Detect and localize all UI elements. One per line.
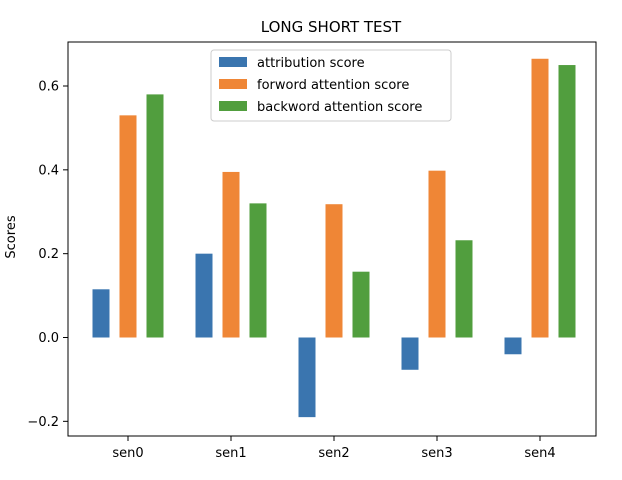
y-tick-label: 0.4 — [38, 163, 59, 178]
bar-3-sen3 — [455, 240, 473, 338]
chart-title: LONG SHORT TEST — [261, 18, 402, 36]
bar-3-sen0 — [146, 94, 164, 338]
y-tick-label: 0.6 — [38, 80, 59, 95]
bar-2-sen3 — [428, 170, 446, 338]
bar-1-sen2 — [298, 337, 316, 418]
bar-3-sen1 — [249, 203, 267, 338]
legend-swatch-1 — [219, 57, 247, 67]
legend-label-3: backword attention score — [257, 100, 422, 115]
y-tick-label: −0.2 — [27, 415, 59, 430]
y-axis-label: Scores — [4, 215, 19, 258]
bar-1-sen4 — [504, 337, 522, 355]
bar-2-sen2 — [325, 204, 343, 338]
y-tick-label: 0.0 — [38, 331, 59, 346]
bar-1-sen0 — [92, 289, 110, 338]
bar-2-sen1 — [222, 171, 240, 338]
bar-2-sen4 — [531, 58, 549, 338]
bar-1-sen1 — [195, 253, 213, 338]
legend-frame — [210, 49, 452, 122]
y-tick-label: 0.2 — [38, 247, 59, 262]
bar-2-sen0 — [119, 115, 137, 338]
x-tick-label: sen4 — [524, 446, 555, 461]
bar-3-sen2 — [352, 271, 370, 338]
legend-swatch-3 — [219, 101, 247, 111]
x-tick-label: sen3 — [421, 446, 452, 461]
legend-swatch-2 — [219, 79, 247, 89]
legend: attribution score forword attention score… — [210, 49, 452, 122]
x-tick-label: sen2 — [318, 446, 349, 461]
bar-1-sen3 — [401, 337, 419, 370]
bar-3-sen4 — [558, 65, 576, 338]
x-tick-label: sen1 — [215, 446, 246, 461]
legend-label-1: attribution score — [257, 56, 365, 71]
legend-label-2: forword attention score — [257, 78, 409, 93]
plot-frame — [67, 41, 597, 437]
x-tick-label: sen0 — [112, 446, 143, 461]
